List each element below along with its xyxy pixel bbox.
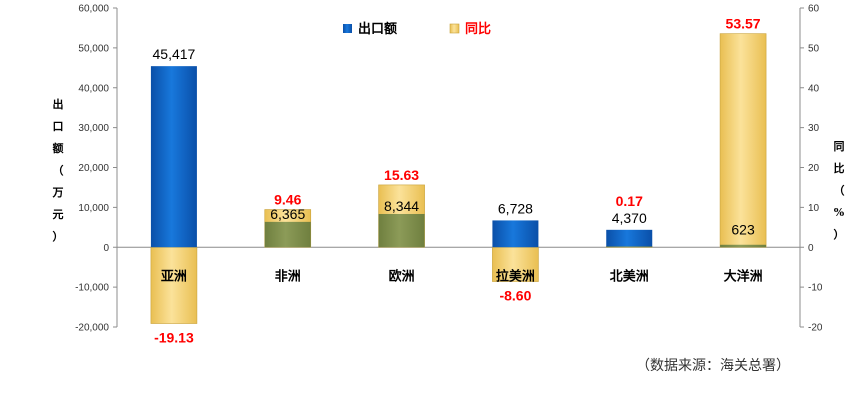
export-bar	[264, 221, 311, 248]
category-label: 亚洲	[161, 269, 187, 284]
yoy-value-label: -19.13	[154, 330, 194, 346]
export-value-label: 623	[731, 221, 755, 237]
right-tick-label: 20	[808, 163, 820, 174]
right-tick-label: 50	[808, 43, 820, 54]
right-tick-label: 30	[808, 123, 820, 134]
bars	[150, 33, 767, 324]
left-tick-label: 20,000	[78, 163, 109, 174]
yoy-bar	[719, 33, 767, 248]
yoy-bar	[150, 246, 198, 324]
yoy-value-label: 0.17	[616, 193, 643, 209]
right-tick-label: 40	[808, 83, 820, 94]
source-note: （数据来源：海关总署）	[636, 358, 790, 374]
axes: 60,000 50,000 40,000 30,000 20,000 10,000 0 -10…	[52, 4, 845, 334]
right-axis-title: 同比（%）	[834, 140, 845, 241]
legend-label-yoy: 同比	[465, 21, 491, 37]
export-bar	[606, 229, 653, 247]
export-bar	[378, 213, 425, 248]
export-bar	[150, 66, 197, 248]
left-tick-label: 0	[103, 243, 109, 254]
yoy-value-label: -8.60	[499, 288, 531, 304]
left-tick-label: 30,000	[78, 123, 109, 134]
export-value-label: 6,728	[498, 200, 533, 216]
export-value-label: 4,370	[612, 210, 647, 226]
export-value-label: 45,417	[153, 46, 196, 62]
left-tick-label: -20,000	[75, 323, 109, 334]
yoy-value-label: 9.46	[274, 192, 301, 208]
export-value-label: 8,344	[384, 198, 419, 214]
yoy-value-label: 53.57	[726, 16, 761, 32]
category-label: 拉美洲	[496, 268, 535, 284]
left-axis-title: 出口额（万元）	[52, 97, 64, 243]
left-tick-label: 60,000	[78, 4, 109, 15]
legend-swatch-export	[343, 24, 352, 33]
left-tick-label: 50,000	[78, 43, 109, 54]
right-tick-label: -20	[808, 323, 823, 334]
right-tick-label: 60	[808, 4, 820, 15]
legend-swatch-yoy	[449, 23, 460, 34]
yoy-value-label: 15.63	[384, 167, 419, 183]
left-tick-label: -10,000	[75, 283, 109, 294]
category-label: 非洲	[275, 268, 301, 284]
left-tick-label: 10,000	[78, 203, 109, 214]
legend-label-export: 出口额	[358, 21, 397, 37]
category-label: 欧洲	[389, 268, 415, 284]
export-bar-overlap	[606, 246, 653, 248]
left-tick-label: 40,000	[78, 83, 109, 94]
category-label: 大洋洲	[724, 268, 763, 284]
legend: 出口额 同比	[343, 21, 491, 37]
category-label: 北美洲	[610, 268, 649, 284]
export-bar	[492, 220, 539, 248]
export-value-label: 6,365	[270, 206, 305, 222]
export-bar	[720, 244, 767, 248]
right-tick-label: 0	[808, 243, 814, 254]
right-tick-label: 10	[808, 203, 820, 214]
right-tick-label: -10	[808, 283, 823, 294]
